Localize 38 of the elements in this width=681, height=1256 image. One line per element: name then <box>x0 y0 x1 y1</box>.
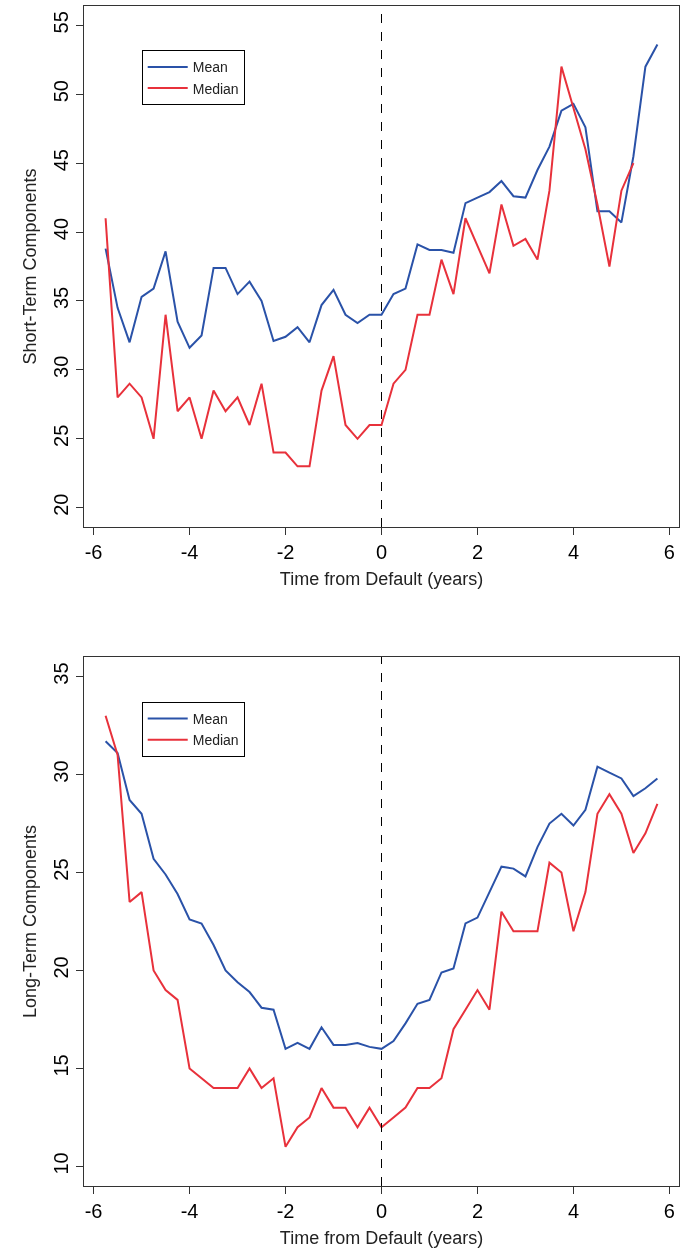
y-tick-label: 40 <box>50 217 72 241</box>
legend-label: Mean <box>192 711 228 728</box>
legend-label: Median <box>192 80 239 97</box>
y-tick-label: 30 <box>50 355 72 378</box>
y-tick-label: 20 <box>50 493 72 516</box>
y-axis-title: Short-Term Components <box>20 168 41 365</box>
x-axis-title: Time from Default (years) <box>279 569 484 590</box>
x-tick-label: -4 <box>180 541 199 563</box>
y-tick-label: 15 <box>50 1054 72 1077</box>
x-tick-label: 4 <box>567 541 579 563</box>
y-tick-label: 20 <box>50 956 72 979</box>
x-tick-label: 2 <box>471 541 484 563</box>
legend-label: Mean <box>192 59 228 76</box>
y-tick-label: 35 <box>50 662 72 685</box>
y-tick-label: 30 <box>50 760 72 783</box>
y-tick-label: 50 <box>50 80 72 103</box>
x-tick-label: 6 <box>663 1200 675 1222</box>
line-series <box>104 43 659 349</box>
x-tick-label: 6 <box>663 541 675 563</box>
y-tick-label: 55 <box>50 11 72 34</box>
line-series <box>104 714 659 1148</box>
x-tick-label: -6 <box>84 541 103 563</box>
y-tick-label: 25 <box>50 858 72 881</box>
x-tick-label: 4 <box>567 1200 579 1222</box>
legend-label: Median <box>192 732 239 749</box>
y-tick-label: 35 <box>50 286 72 310</box>
x-tick-label: 0 <box>375 1200 388 1222</box>
x-tick-label: -4 <box>180 1200 199 1222</box>
x-tick-label: 0 <box>375 541 388 563</box>
x-tick-label: -6 <box>84 1200 103 1222</box>
y-axis-title: Long-Term Components <box>20 824 41 1019</box>
x-tick-label: 2 <box>471 1200 484 1222</box>
y-tick-label: 10 <box>50 1152 72 1175</box>
x-tick-label: -2 <box>276 1200 295 1222</box>
y-tick-label: 25 <box>50 424 72 447</box>
x-axis-title: Time from Default (years) <box>279 1228 484 1249</box>
y-tick-label: 45 <box>50 149 72 172</box>
x-tick-label: -2 <box>276 541 295 563</box>
